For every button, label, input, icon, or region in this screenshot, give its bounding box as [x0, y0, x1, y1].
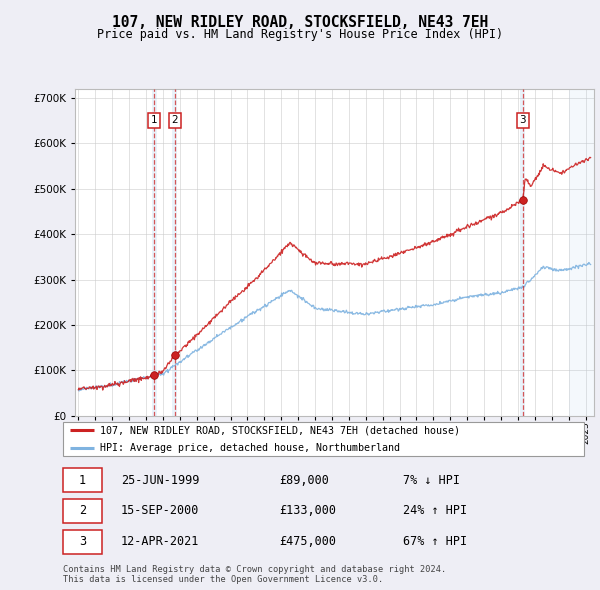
Text: £89,000: £89,000	[279, 474, 329, 487]
Text: £475,000: £475,000	[279, 535, 336, 548]
Text: 1: 1	[151, 115, 157, 125]
Text: 2: 2	[172, 115, 178, 125]
Text: HPI: Average price, detached house, Northumberland: HPI: Average price, detached house, Nort…	[100, 442, 400, 453]
Text: 12-APR-2021: 12-APR-2021	[121, 535, 199, 548]
FancyBboxPatch shape	[62, 499, 102, 523]
FancyBboxPatch shape	[62, 422, 584, 456]
Text: 3: 3	[79, 535, 86, 548]
Text: 1: 1	[79, 474, 86, 487]
Text: 107, NEW RIDLEY ROAD, STOCKSFIELD, NE43 7EH (detached house): 107, NEW RIDLEY ROAD, STOCKSFIELD, NE43 …	[100, 425, 460, 435]
Text: 107, NEW RIDLEY ROAD, STOCKSFIELD, NE43 7EH: 107, NEW RIDLEY ROAD, STOCKSFIELD, NE43 …	[112, 15, 488, 30]
Text: 24% ↑ HPI: 24% ↑ HPI	[403, 504, 467, 517]
Text: This data is licensed under the Open Government Licence v3.0.: This data is licensed under the Open Gov…	[63, 575, 383, 584]
Text: 67% ↑ HPI: 67% ↑ HPI	[403, 535, 467, 548]
Text: 3: 3	[520, 115, 526, 125]
Text: 25-JUN-1999: 25-JUN-1999	[121, 474, 199, 487]
Text: 15-SEP-2000: 15-SEP-2000	[121, 504, 199, 517]
Text: Price paid vs. HM Land Registry's House Price Index (HPI): Price paid vs. HM Land Registry's House …	[97, 28, 503, 41]
Bar	[152, 88, 157, 416]
Bar	[520, 88, 525, 416]
FancyBboxPatch shape	[62, 530, 102, 553]
Text: 2: 2	[79, 504, 86, 517]
Bar	[569, 88, 594, 416]
Bar	[172, 88, 178, 416]
Text: £133,000: £133,000	[279, 504, 336, 517]
FancyBboxPatch shape	[62, 468, 102, 492]
Text: 7% ↓ HPI: 7% ↓ HPI	[403, 474, 460, 487]
Text: Contains HM Land Registry data © Crown copyright and database right 2024.: Contains HM Land Registry data © Crown c…	[63, 565, 446, 574]
